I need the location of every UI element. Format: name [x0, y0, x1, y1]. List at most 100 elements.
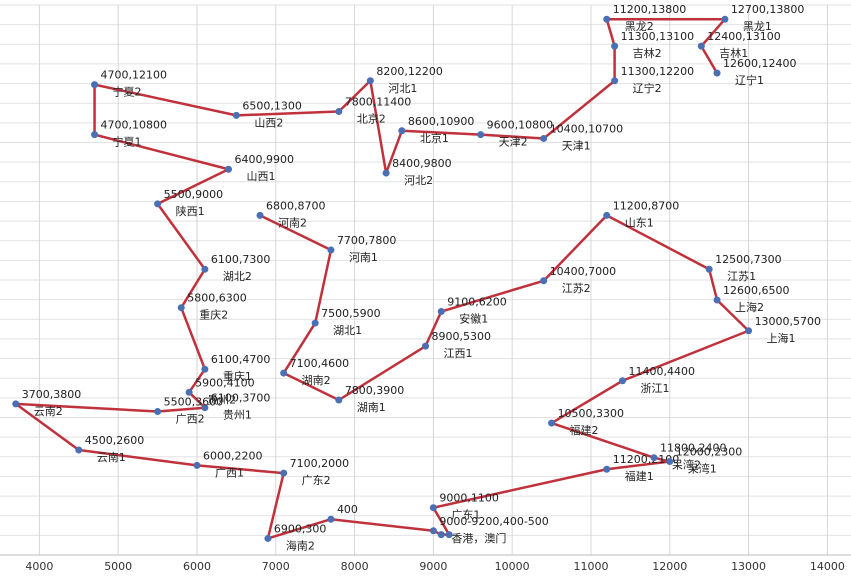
point — [91, 131, 99, 139]
point-name: 北京1 — [420, 131, 449, 145]
point — [264, 534, 272, 542]
x-tick-label: 11000 — [573, 560, 608, 573]
coord-label: 6000,2200 — [203, 449, 262, 462]
coord-label: 7800,11400 — [345, 96, 411, 109]
point — [201, 404, 209, 412]
point-name: 陕西1 — [176, 204, 205, 218]
point-name: 呆湾2 — [672, 458, 701, 472]
point — [603, 465, 611, 473]
coord-label: 11200,13800 — [613, 3, 686, 16]
point — [603, 15, 611, 23]
point — [713, 296, 721, 304]
point — [398, 127, 406, 135]
point-name: 云南2 — [34, 405, 63, 418]
coord-label: 11400,4400 — [628, 365, 694, 378]
coord-label: 12500,7300 — [715, 253, 781, 266]
point-name: 香港，澳门 — [451, 531, 506, 545]
point — [366, 77, 374, 85]
point — [256, 211, 264, 219]
point — [445, 531, 453, 539]
coord-label: 6500,1300 — [242, 99, 302, 112]
coord-label: 9000-9200,400-500 — [439, 515, 548, 528]
point — [185, 388, 193, 396]
point-name: 山西2 — [254, 116, 283, 129]
point — [618, 377, 626, 385]
coord-label: 8900,5300 — [432, 330, 492, 343]
point — [335, 108, 343, 116]
point — [311, 319, 319, 327]
coord-label: 7800,3900 — [345, 384, 405, 397]
coord-label: 12400,13100 — [707, 30, 780, 43]
point-name: 山西1 — [247, 170, 276, 183]
coord-label: 10500,3300 — [558, 407, 624, 420]
coord-label: 13000,5700 — [755, 315, 821, 328]
coord-label: 12700,13800 — [731, 3, 804, 16]
point-name: 福建1 — [625, 469, 654, 483]
point — [154, 200, 162, 208]
point-name: 辽宁2 — [633, 81, 662, 95]
coord-label: 12000,2300 — [676, 446, 742, 459]
point-name: 上海1 — [767, 331, 796, 345]
point — [548, 419, 556, 427]
coord-label: 10400,7000 — [550, 265, 616, 278]
point-name: 海南2 — [286, 538, 315, 552]
point — [422, 342, 429, 350]
point-name: 吉林1 — [719, 46, 748, 60]
point-name: 湖北1 — [333, 324, 362, 337]
route-line — [14, 17, 750, 540]
x-tick-label: 13000 — [731, 560, 766, 573]
coord-label: 5500,9000 — [164, 188, 224, 201]
x-tick-label: 8000 — [341, 560, 369, 573]
point — [335, 396, 343, 404]
coord-label: 11200,2100 — [613, 453, 679, 466]
coord-label: 6100,3700 — [211, 392, 270, 405]
point — [721, 15, 729, 23]
point-name: 广东2 — [302, 474, 331, 487]
point-name: 江苏1 — [727, 270, 756, 283]
point-name: 河北2 — [404, 174, 433, 187]
point-name: 浙江1 — [640, 382, 669, 395]
point — [437, 308, 445, 316]
coord-label: 7500,5900 — [321, 307, 381, 320]
point — [177, 304, 185, 312]
x-tick-label: 12000 — [652, 560, 687, 573]
point — [705, 265, 713, 273]
coord-label: 7100,4600 — [290, 357, 350, 370]
point-name: 宁夏1 — [113, 135, 142, 149]
point — [75, 446, 83, 454]
coord-label: 7100,2000 — [290, 457, 350, 470]
point-name: 广西1 — [215, 466, 244, 479]
coord-label: 6800,8700 — [266, 199, 326, 212]
point — [611, 42, 619, 50]
point-name: 黑龙1 — [743, 20, 772, 33]
point — [697, 42, 705, 50]
point-name: 贵州2 — [207, 393, 236, 406]
coord-label: 8400,9800 — [392, 157, 452, 170]
coord-label: 6100,4700 — [211, 353, 270, 366]
point-name: 北京2 — [357, 112, 386, 126]
point — [327, 515, 335, 523]
point — [193, 461, 201, 469]
point — [280, 469, 288, 477]
point-name: 重庆2 — [199, 308, 228, 322]
point-name: 广西2 — [176, 413, 205, 426]
point-name: 河南1 — [349, 251, 378, 264]
coord-label: 10400,10700 — [550, 122, 623, 135]
coord-label: 3700,3800 — [22, 388, 82, 401]
coord-label: 6100,7300 — [211, 253, 270, 266]
x-tick-label: 9000 — [419, 560, 447, 573]
point-name: 广东1 — [451, 509, 480, 522]
point-name: 辽宁1 — [735, 73, 764, 87]
point — [12, 400, 20, 408]
x-tick-label: 6000 — [183, 560, 211, 573]
x-tick-label: 7000 — [262, 560, 290, 573]
point-name: 福建2 — [570, 423, 599, 437]
coord-label: 400 — [337, 503, 358, 516]
point — [201, 365, 209, 373]
point-name: 重庆1 — [223, 369, 252, 383]
point-name: 湖北2 — [223, 270, 252, 283]
x-tick-label: 5000 — [104, 560, 132, 573]
point-name: 黑龙2 — [625, 20, 654, 33]
